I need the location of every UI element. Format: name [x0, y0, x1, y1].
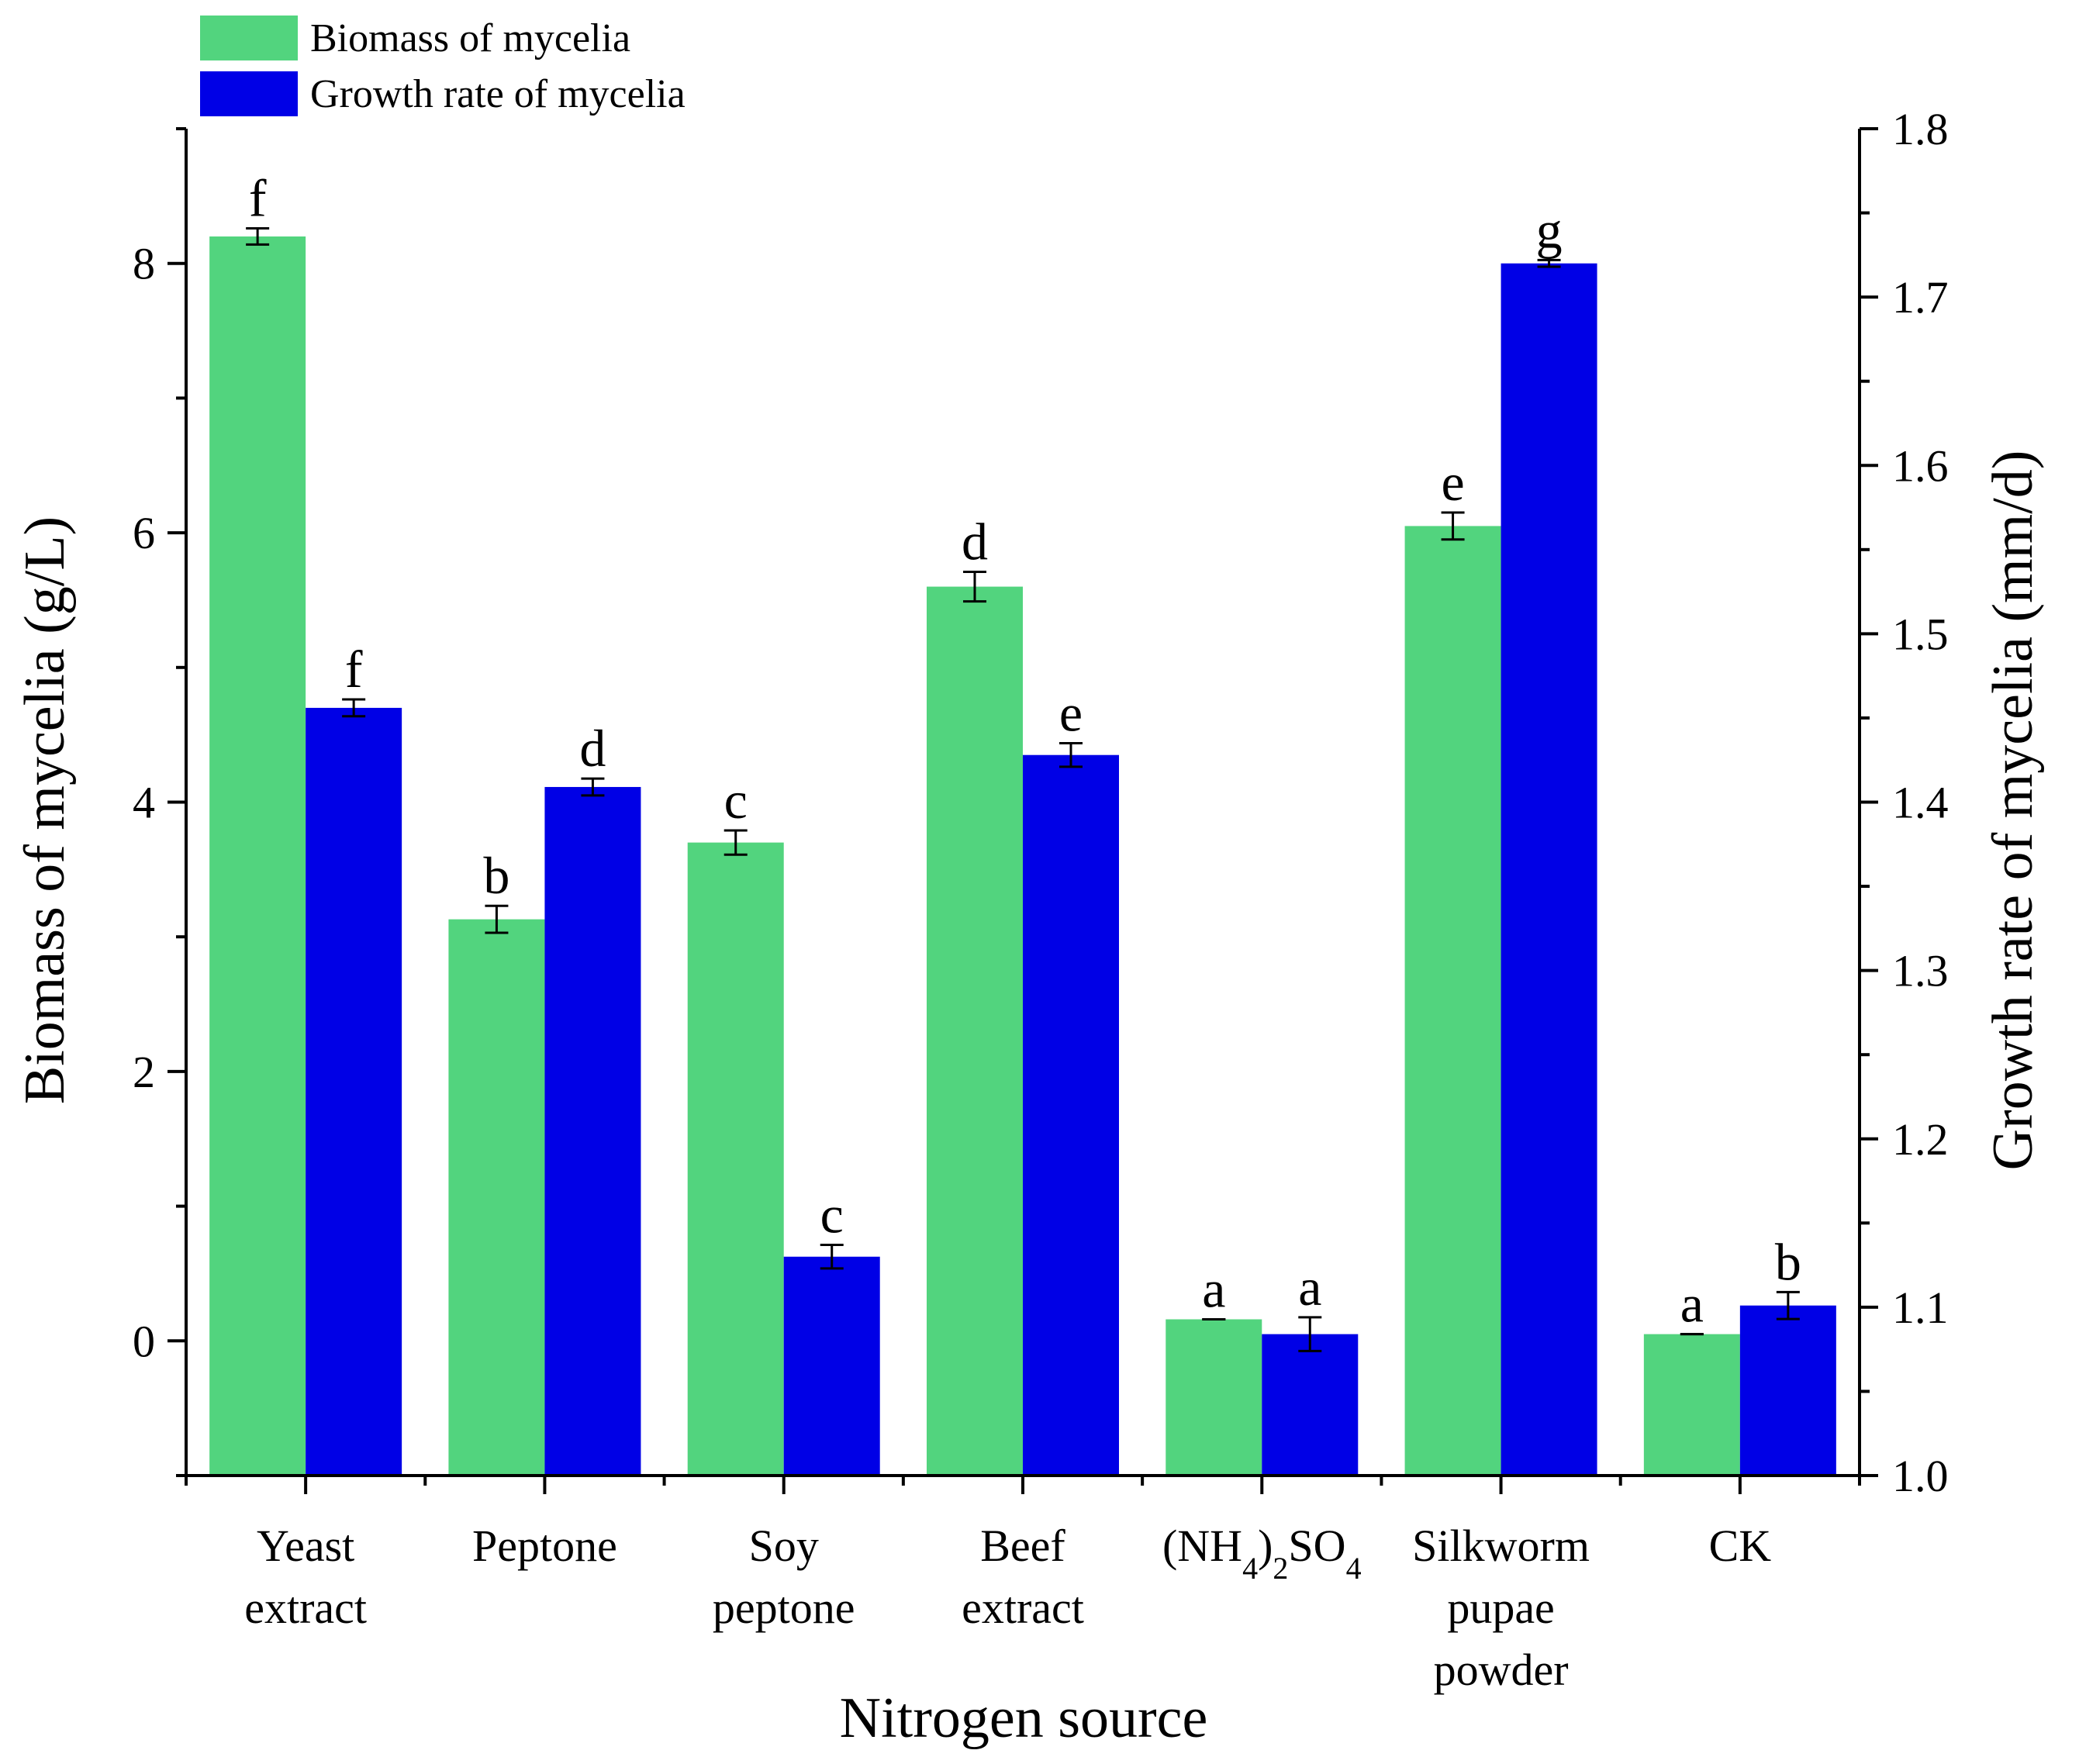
- x-tick-label: extract: [962, 1583, 1084, 1633]
- bar: [209, 236, 306, 1476]
- x-tick-label: pupae: [1447, 1583, 1555, 1633]
- bar: [783, 1256, 880, 1476]
- y2-axis-title: Growth rate of mycelia (mm/d): [1981, 450, 2045, 1171]
- y-tick-label: 6: [133, 508, 155, 558]
- significance-letter: a: [1202, 1260, 1225, 1319]
- significance-letter: e: [1441, 453, 1464, 512]
- bar: [1739, 1305, 1836, 1476]
- x-tick-label: powder: [1434, 1645, 1569, 1695]
- y2-tick-label: 1.7: [1892, 272, 1949, 323]
- y2-tick-label: 1.4: [1892, 778, 1949, 828]
- bar: [1643, 1334, 1740, 1476]
- category-labels: Yeast extract Peptone Soy peptone Beef extract…: [244, 1521, 1771, 1695]
- significance-letter: e: [1059, 684, 1083, 743]
- bar: [1262, 1334, 1359, 1476]
- axes: [167, 127, 1878, 1494]
- significance-letter: a: [1298, 1258, 1321, 1317]
- bar: [687, 842, 784, 1476]
- significance-letter: f: [249, 169, 267, 228]
- bar: [306, 707, 402, 1476]
- bar: [1023, 754, 1119, 1476]
- bar: [544, 786, 641, 1476]
- legend-label-growth-rate: Growth rate of mycelia: [310, 72, 686, 116]
- legend-label-biomass: Biomass of mycelia: [310, 16, 630, 60]
- x-tick-label: (NH4)2SO4: [1162, 1521, 1362, 1586]
- y-tick-label: 2: [133, 1047, 155, 1097]
- bars: [209, 236, 1836, 1476]
- y2-tick-label: 1.0: [1892, 1451, 1949, 1501]
- significance-letter: b: [1775, 1232, 1801, 1291]
- bar: [1501, 263, 1597, 1476]
- x-tick-label: Beef: [980, 1521, 1065, 1571]
- x-axis-title: Nitrogen source: [840, 1686, 1208, 1750]
- bar: [448, 919, 545, 1476]
- significance-letter: b: [483, 846, 509, 905]
- x-tick-label: Peptone: [472, 1521, 617, 1571]
- y-tick-label: 8: [133, 239, 155, 289]
- y2-tick-label: 1.6: [1892, 440, 1949, 491]
- significance-letter: d: [579, 719, 606, 778]
- legend-swatch-growth-rate: [200, 71, 298, 116]
- significance-letter: c: [724, 771, 748, 830]
- bar: [1166, 1319, 1262, 1476]
- y2-tick-label: 1.1: [1892, 1282, 1949, 1333]
- x-tick-label: extract: [244, 1583, 367, 1633]
- y-axis-title: Biomass of mycelia (g/L): [13, 516, 77, 1104]
- x-tick-label: Yeast: [257, 1521, 354, 1571]
- significance-letter: a: [1680, 1275, 1704, 1334]
- bar: [927, 586, 1023, 1476]
- significance-letters: f f b d c c d e a a e g a b: [249, 169, 1801, 1334]
- bar: [1404, 526, 1501, 1476]
- tick-labels: 0 2 4 6 8 1.0 1.1 1.2 1.3 1.4 1.5 1.6 1.7 1.8: [133, 104, 1949, 1501]
- y-tick-label: 4: [133, 778, 155, 828]
- x-tick-label: peptone: [713, 1583, 855, 1633]
- significance-letter: c: [820, 1186, 844, 1244]
- legend-swatch-biomass: [200, 16, 298, 60]
- significance-letter: d: [962, 512, 988, 571]
- y2-tick-label: 1.5: [1892, 609, 1949, 659]
- legend: Biomass of mycelia Growth rate of myceli…: [200, 16, 686, 116]
- y2-tick-label: 1.8: [1892, 104, 1949, 154]
- x-tick-label: CK: [1709, 1521, 1772, 1571]
- significance-letter: g: [1536, 200, 1563, 259]
- x-tick-label: Silkworm: [1412, 1521, 1590, 1571]
- y-tick-label: 0: [133, 1316, 155, 1366]
- y2-tick-label: 1.2: [1892, 1114, 1949, 1165]
- y2-tick-label: 1.3: [1892, 946, 1949, 996]
- x-tick-label: Soy: [749, 1521, 819, 1571]
- error-bars: [246, 227, 1800, 1352]
- significance-letter: f: [345, 640, 363, 699]
